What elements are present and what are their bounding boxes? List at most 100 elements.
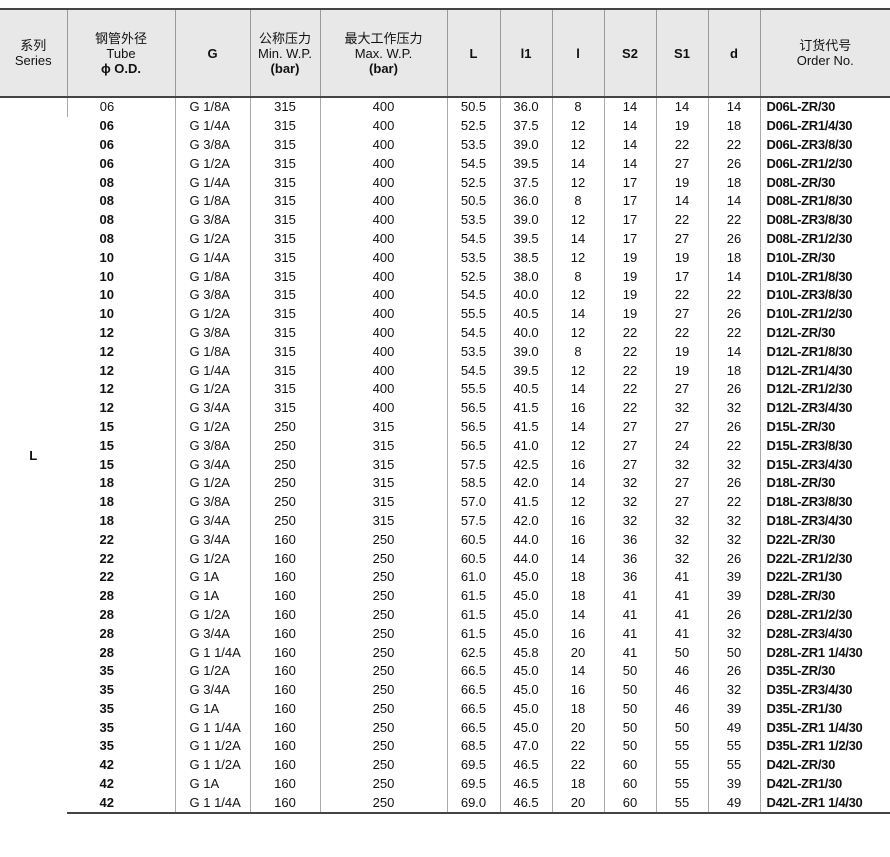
table-cell: 315 [249,342,320,362]
table-cell: 12 [551,492,604,512]
table-cell: 38.0 [499,267,552,286]
table-cell: 26 [707,304,760,324]
table-cell: 400 [319,248,447,268]
table-cell: G 1A [174,774,250,794]
table-cell: 16 [551,624,604,644]
table-row: 10 G 1/8A 315 400 52.5 38.0 8 19 17 14 D10L-ZR1/8/… [0,267,890,286]
table-cell: D06L-ZR/30 [759,97,890,117]
column-header-line: 公称压力 [258,30,311,46]
table-cell: 39.5 [499,229,552,249]
table-cell: 14 [551,154,604,174]
table-cell: 28 [99,588,114,604]
table-cell: 55 [655,793,708,815]
table-cell: 315 [249,173,320,192]
table-cell: 61.0 [446,567,500,587]
table-cell: 54.5 [446,154,500,174]
table-row: 06 G 1/4A 315 400 52.5 37.5 12 14 19 18 D06L-ZR1/4… [0,116,890,136]
table-cell: 50.5 [446,191,500,211]
table-cell: D15L-ZR3/4/30 [759,455,890,474]
table-cell: D08L-ZR1/8/30 [759,191,890,211]
table-cell: 32 [707,455,760,474]
table-cell: 45.0 [499,586,552,606]
table-cell: 47.0 [499,737,552,756]
table-cell: 14 [655,191,708,211]
column-header-line: S2 [622,45,638,61]
column-header: l [551,8,604,98]
table-cell: 400 [319,285,447,305]
table-cell: D15L-ZR3/8/30 [759,436,890,456]
table-cell: D06L-ZR1/2/30 [759,154,890,174]
table-cell: 52.5 [446,267,500,286]
table-cell: 250 [319,661,447,681]
table-cell: 26 [707,549,760,568]
table-cell: D42L-ZR/30 [759,755,890,775]
table-cell: 16 [551,530,604,550]
table-cell: 22 [603,323,656,343]
table-cell: 46.5 [499,755,552,775]
table-cell: 32 [707,511,760,531]
table-cell: 66.5 [446,718,500,738]
table-cell: 250 [249,492,320,512]
table-cell: 41 [655,605,708,625]
table-cell: 18 [99,494,114,510]
table-cell: 53.5 [446,342,500,362]
column-header-line: Tube [106,45,136,61]
table-cell: 57.5 [446,455,500,474]
table-cell: 400 [319,135,447,155]
table-cell: 22 [603,398,656,418]
table-cell: 19 [603,267,656,286]
table-cell: 14 [707,97,760,117]
table-cell: 15 [99,437,114,453]
column-header: S1 [655,8,708,98]
table-cell: 46.5 [499,774,552,794]
column-header-line: l1 [520,45,532,61]
table-cell: 40.5 [499,304,552,324]
column-header-line: G [207,45,218,61]
table-cell: 315 [249,323,320,343]
table-cell: 39.5 [499,154,552,174]
table-cell: 37.5 [499,173,552,192]
table-cell: 315 [319,436,447,456]
table-cell: 41 [655,567,708,587]
table-cell: 44.0 [499,549,552,568]
table-cell: 22 [99,531,114,547]
table-cell: 17 [655,267,708,286]
column-header-line: Min. W.P. [258,45,312,61]
table-cell: G 3/4A [174,398,250,418]
table-cell: 315 [249,379,320,399]
table-cell: 45.8 [499,643,552,662]
table-cell: 32 [603,511,656,531]
table-cell: D42L-ZR1/30 [759,774,890,794]
table-cell: 54.5 [446,323,500,343]
table-cell: 250 [249,511,320,531]
table-cell: 06 [99,155,114,171]
table-cell: G 3/8A [174,135,250,155]
table-cell: 315 [249,267,320,286]
table-cell: G 1/8A [174,191,250,211]
table-cell: 16 [551,455,604,474]
table-cell: 61.5 [446,586,500,606]
table-cell: G 3/8A [174,323,250,343]
table-cell: 315 [249,191,320,211]
table-cell: 160 [249,680,320,700]
table-cell: 06 [99,118,114,134]
column-header-line: 钢管外径 [94,30,147,46]
table-cell: 36 [603,567,656,587]
table-cell: 35 [99,663,114,679]
table-cell: 45.0 [499,699,552,719]
table-cell: 14 [551,473,604,493]
table-cell: 35 [99,738,114,754]
table-cell: 35 [99,682,114,698]
table-cell: 315 [249,304,320,324]
column-header-line: 订货代号 [799,38,852,53]
table-cell: 315 [249,398,320,418]
table-cell: 14 [551,229,604,249]
table-row: 22 G 1A 160 250 61.0 45.0 18 36 41 39 D22L-ZR1/30 [0,567,890,587]
table-cell: 39.0 [499,135,552,155]
table-cell: 53.5 [446,210,500,230]
column-header: 钢管外径 Tube ϕ O.D. [66,8,175,98]
table-cell: 400 [319,191,447,211]
table-cell: 14 [603,135,656,155]
table-cell: D18L-ZR3/4/30 [759,511,890,531]
table-cell: 10 [99,287,114,303]
